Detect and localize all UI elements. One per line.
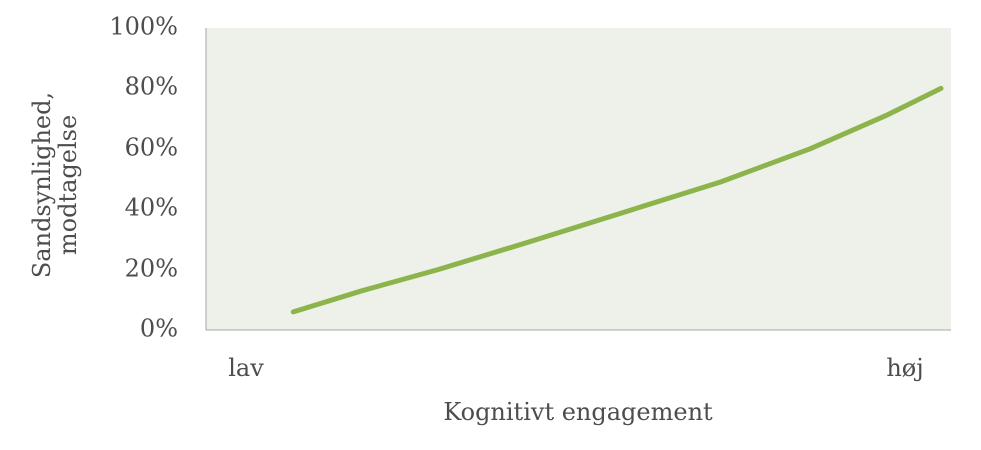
y-tick-label-60: 60% [125, 134, 178, 162]
plot-area-background [206, 28, 951, 330]
y-tick-labels: 0% 20% 40% 60% 80% 100% [109, 13, 178, 343]
y-tick-label-0: 0% [140, 315, 178, 343]
y-tick-label-40: 40% [125, 194, 178, 222]
x-axis-label: Kognitivt engagement [443, 398, 713, 426]
y-tick-label-80: 80% [125, 73, 178, 101]
x-tick-label-low: lav [228, 354, 264, 382]
x-tick-labels: lav høj [228, 354, 923, 382]
series-line [290, 85, 944, 315]
x-tick-label-high: høj [886, 354, 923, 382]
y-tick-label-100: 100% [109, 13, 178, 41]
y-tick-label-20: 20% [125, 255, 178, 283]
y-axis-label-line-2: modtagelse [54, 115, 82, 255]
y-axis-label: Sandsynlighed, modtagelse [28, 92, 82, 278]
y-axis-label-line-1: Sandsynlighed, [28, 92, 56, 278]
